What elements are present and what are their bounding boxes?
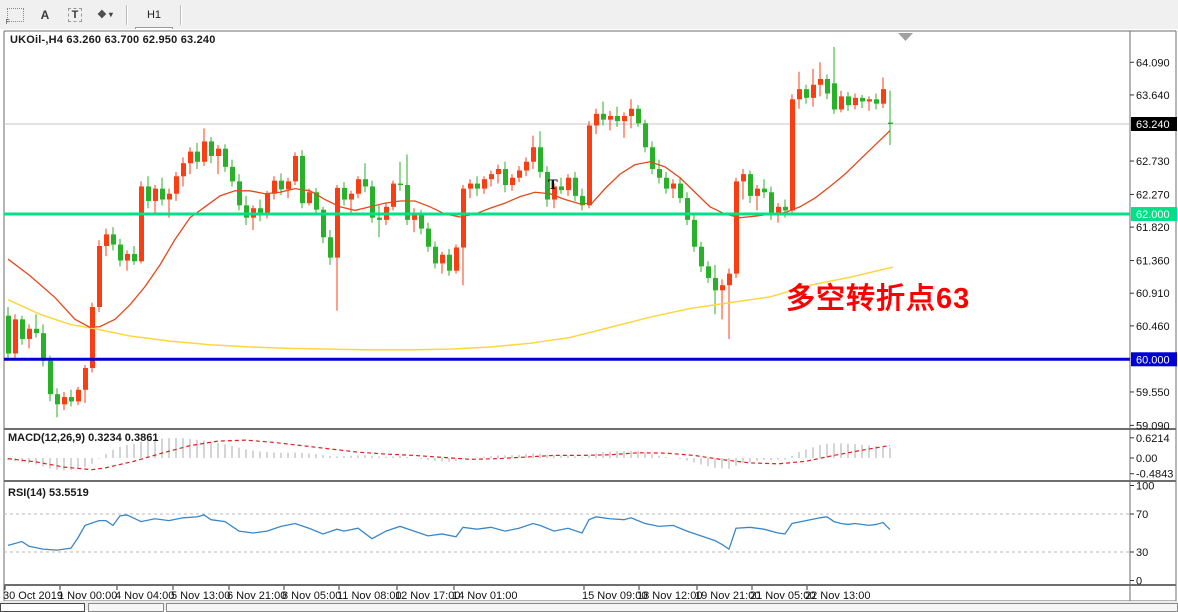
chevron-down-icon: ▾: [108, 10, 113, 19]
time-axis-label: 15 Nov 09:00: [582, 590, 647, 601]
ma-fast-red: [7, 130, 891, 328]
time-axis-label: 18 Nov 12:00: [637, 590, 702, 601]
candles-layer: [6, 47, 893, 418]
price-axis-label: 60.910: [1136, 288, 1170, 300]
bottom-taskbar-strip: [0, 601, 1178, 612]
chart-text-annotation[interactable]: 多空转折点63: [786, 283, 971, 315]
taskbar-tab[interactable]: [166, 603, 1178, 612]
macd-signal-line: [7, 439, 891, 471]
taskbar-tab[interactable]: [88, 603, 164, 612]
time-axis-label: 14 Nov 01:00: [452, 590, 517, 601]
price-badge-label: 62.000: [1136, 209, 1170, 221]
text-tool-icon[interactable]: T: [62, 4, 88, 26]
time-axis-label: 6 Nov 21:00: [227, 590, 286, 601]
rsi-axis-label: 70: [1136, 509, 1148, 521]
price-badge: [1131, 352, 1177, 367]
time-axis-label: 19 Nov 21:00: [695, 590, 760, 601]
shapes-tool-icon[interactable]: ❖ ▾: [97, 9, 113, 21]
macd-axis-label: 0.00: [1136, 453, 1157, 465]
rsi-axis-label: 0: [1136, 576, 1142, 588]
toolbar-separator: [180, 4, 182, 25]
grid-tool-icon[interactable]: F: [2, 4, 28, 26]
macd-axis-label: -0.4843: [1136, 469, 1173, 481]
price-badge: [1131, 117, 1177, 131]
rsi-indicator-label: RSI(14) 53.5519: [8, 487, 89, 499]
time-axis-label: 11 Nov 08:00: [337, 590, 402, 601]
chart-canvas[interactable]: 64.090 63.640 62.730 62.270 61.820 61.360 60.9…: [0, 29, 1178, 601]
price-badge: [1131, 207, 1177, 222]
price-badge-label: 60.000: [1136, 354, 1170, 366]
time-axis-label: 12 Nov 17:00: [395, 590, 460, 601]
chart-title: UKOil-,H4 63.260 63.700 62.950 63.240: [10, 34, 216, 46]
time-axis-label: 22 Nov 13:00: [805, 590, 870, 601]
price-badge-label: 63.240: [1136, 119, 1170, 131]
price-axis-label: 60.460: [1136, 321, 1170, 333]
taskbar-tab[interactable]: [0, 603, 85, 612]
time-axis-label: 21 Nov 05:00: [750, 590, 815, 601]
rsi-line: [7, 514, 891, 551]
price-axis-label: 62.270: [1136, 189, 1170, 201]
timeframe-button-h1[interactable]: H1: [146, 8, 162, 21]
price-axis-label: 59.090: [1136, 420, 1170, 432]
price-axis-label: 64.090: [1136, 57, 1170, 69]
rsi-axis-label: 30: [1136, 547, 1148, 559]
ma-slow-yellow: [7, 266, 894, 351]
arrow-tool-icon[interactable]: A: [40, 7, 50, 22]
price-axis: 64.090 63.640 62.730 62.270 61.820 61.360 60.9…: [1130, 57, 1177, 588]
price-axis-label: 61.820: [1136, 222, 1170, 234]
macd-axis-label: 0.6214: [1136, 433, 1170, 445]
rsi-axis-label: 100: [1136, 481, 1154, 493]
price-axis-label: 61.360: [1136, 256, 1170, 268]
chart-window[interactable]: 64.090 63.640 62.730 62.270 61.820 61.360 60.9…: [0, 29, 1178, 601]
price-axis-label: 63.640: [1136, 90, 1170, 102]
toolbar: F A T ❖▾ M1M5M15M30H1H4D1W1MN: [0, 0, 1178, 117]
price-axis-label: 59.550: [1136, 387, 1170, 399]
macd-indicator-label: MACD(12,26,9) 0.3234 0.3861: [8, 432, 159, 444]
price-axis-label: 62.730: [1136, 156, 1170, 168]
text-object-marker[interactable]: T: [548, 178, 558, 193]
time-axis-label: 4 Nov 04:00: [115, 590, 174, 601]
panel-borders: [3, 30, 1177, 601]
time-axis-label: 5 Nov 13:00: [171, 590, 230, 601]
time-axis-label: 30 Oct 2019: [3, 590, 63, 601]
time-axis-label: 8 Nov 05:00: [282, 590, 341, 601]
toolbar-separator: [126, 4, 128, 25]
scroll-marker-icon: [898, 33, 913, 41]
time-axis-label: 1 Nov 00:00: [58, 590, 117, 601]
